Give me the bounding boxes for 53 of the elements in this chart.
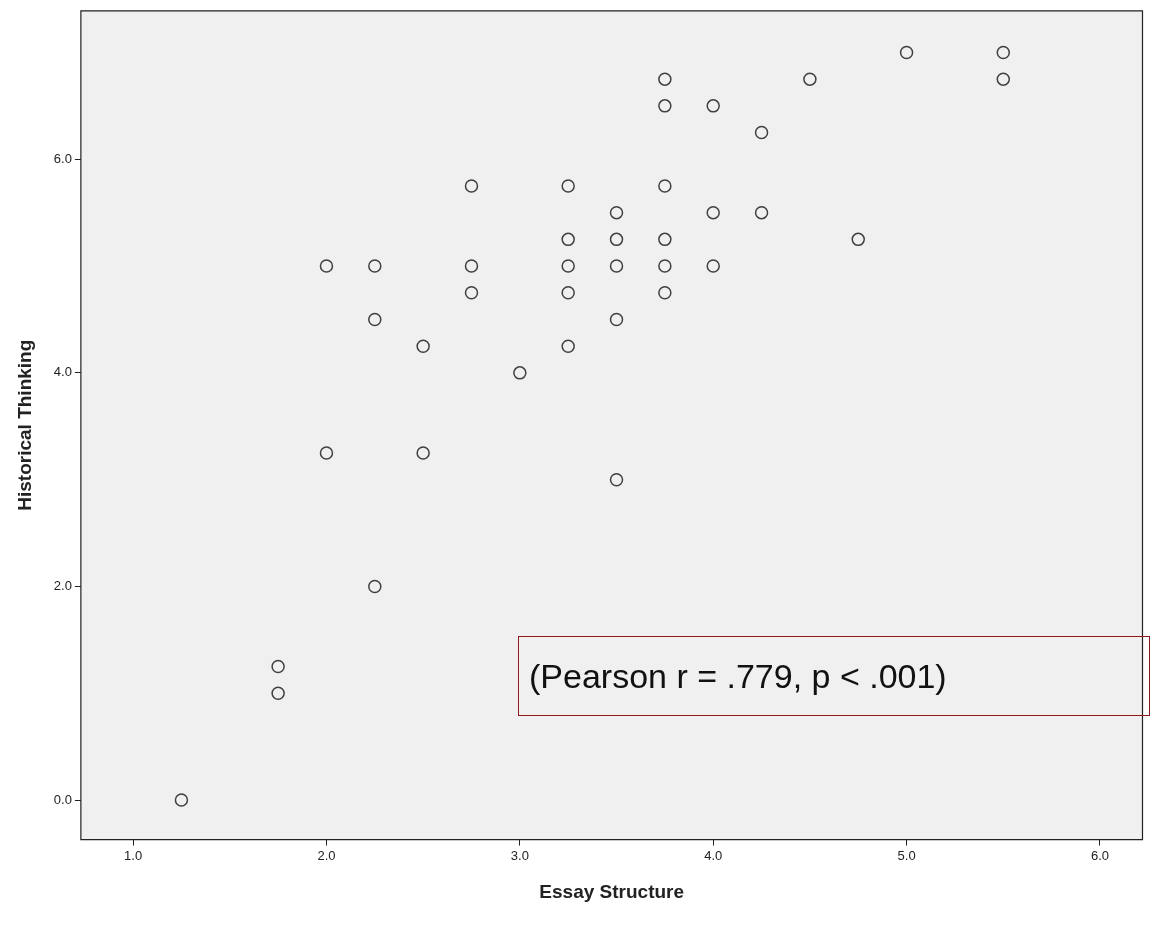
point: [464, 259, 479, 273]
y-tick-label: 4.0: [53, 364, 72, 380]
point: [561, 259, 575, 273]
point: [658, 286, 672, 300]
point: [561, 339, 575, 353]
point: [996, 45, 1011, 60]
y-tick-label: 0.0: [53, 791, 72, 807]
point: [658, 99, 672, 113]
point: [368, 259, 382, 273]
point: [658, 259, 672, 273]
point: [706, 259, 720, 273]
point: [609, 312, 624, 327]
x-tick-label: 5.0: [897, 847, 916, 863]
point: [658, 179, 672, 193]
point: [513, 366, 527, 380]
point: [368, 579, 382, 594]
point: [851, 232, 865, 247]
point: [271, 686, 285, 701]
point: [416, 339, 430, 353]
note-frame: (Pearson r = .779, p < .001): [518, 636, 1150, 716]
point: [754, 125, 769, 140]
point: [561, 179, 575, 193]
y-tick-label: 6.0: [53, 150, 72, 166]
point: [658, 232, 672, 247]
point: [319, 259, 334, 273]
x-tick-label: 6.0: [1090, 847, 1109, 863]
point: [464, 179, 479, 193]
point: [706, 99, 720, 113]
point: [609, 472, 624, 487]
point: [706, 205, 720, 220]
x-axis-title: Essay Structure: [539, 880, 685, 902]
point: [899, 45, 914, 60]
x-tick-label: 2.0: [317, 847, 336, 863]
x-tick-label: 4.0: [704, 847, 723, 863]
x-tick-label: 3.0: [510, 847, 529, 863]
point: [609, 232, 624, 247]
point: [174, 793, 189, 807]
point: [609, 205, 624, 220]
point: [609, 259, 624, 273]
point: [271, 659, 285, 674]
y-axis-title: Historical Thinking: [13, 339, 35, 511]
point: [803, 72, 817, 86]
point: [416, 446, 430, 460]
point: [996, 72, 1011, 86]
point: [561, 286, 575, 300]
point: [561, 232, 575, 247]
point: [658, 72, 672, 86]
x-tick-label: 1.0: [124, 847, 143, 863]
point: [368, 312, 382, 327]
y-tick-label: 2.0: [53, 578, 72, 594]
point: [464, 286, 479, 300]
point: [754, 205, 769, 220]
point: [319, 446, 334, 460]
